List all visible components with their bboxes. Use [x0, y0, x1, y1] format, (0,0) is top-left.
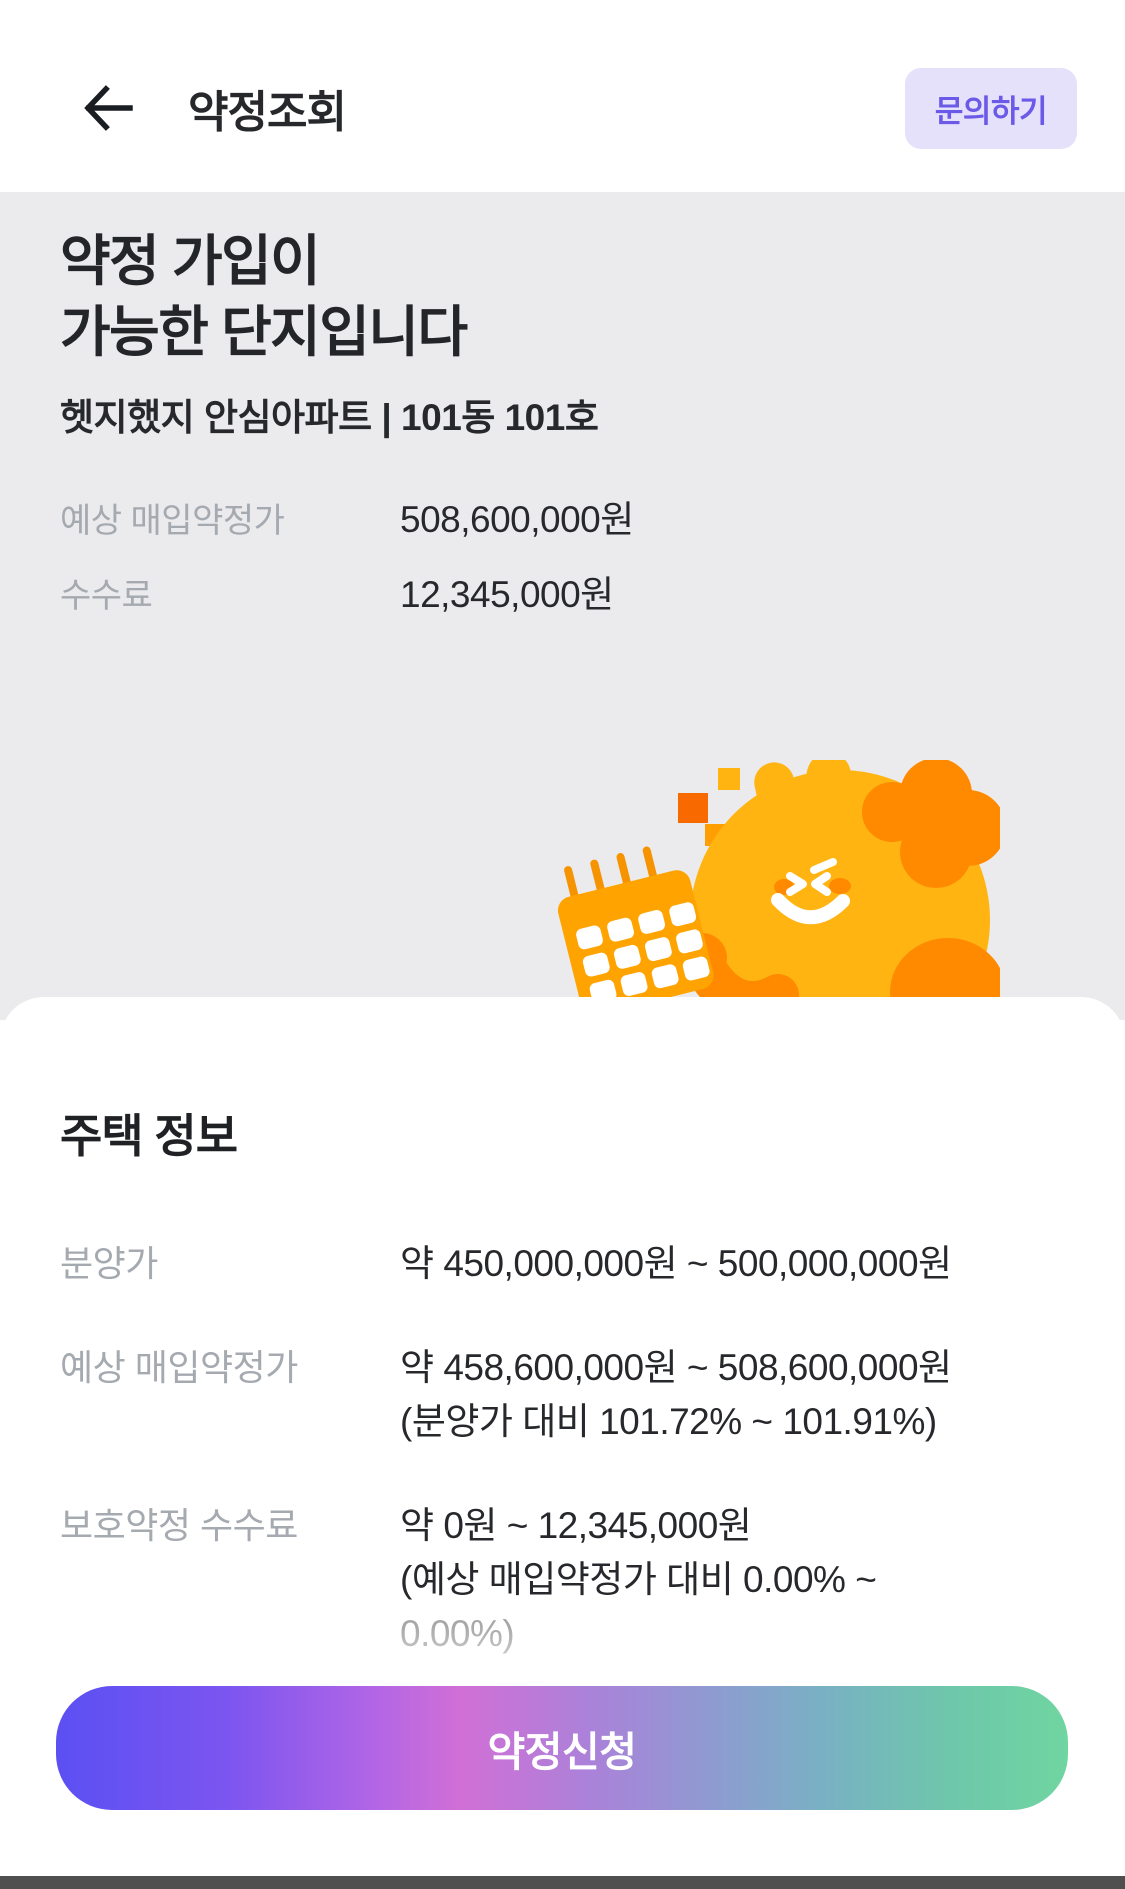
row-label: 수수료 [60, 577, 153, 615]
sale-price-row: 분양가 약 450,000,000원 ~ 500,000,000원 [60, 1237, 1065, 1291]
hero-title: 약정 가입이 가능한 단지입니다 [60, 226, 1065, 368]
bottom-cta-bar: 약정신청 [0, 1626, 1125, 1876]
expected-purchase-price-row: 예상 매입약정가 508,600,000원 [60, 498, 1065, 543]
hero-title-line2: 가능한 단지입니다 [60, 301, 468, 363]
pixel-square-icon [678, 793, 708, 823]
row-label: 분양가 [60, 1243, 158, 1284]
hero-title-line1: 약정 가입이 [60, 230, 321, 292]
window-edge-bar [0, 1876, 1125, 1889]
row-label: 예상 매입약정가 [60, 502, 285, 540]
calendar-icon [557, 846, 714, 1016]
fee-row: 수수료 12,345,000원 [60, 573, 1065, 618]
property-name: 헷지했지 안심아파트 | 101동 101호 [60, 397, 599, 438]
row-value: 약 458,600,000원 ~ 508,600,000원 (분양가 대비 10… [400, 1347, 952, 1442]
pixel-square-icon [718, 768, 740, 790]
back-button[interactable] [80, 80, 136, 136]
inquiry-button[interactable]: 문의하기 [904, 67, 1077, 149]
row-value: 12,345,000원 [400, 574, 614, 615]
housing-info-rows: 분양가 약 450,000,000원 ~ 500,000,000원 예상 매입약… [60, 1237, 1065, 1661]
mascot-calendar-character-illustration [557, 760, 1000, 1020]
protection-fee-row: 보호약정 수수료 약 0원 ~ 12,345,000원 (예상 매입약정가 대비… [60, 1499, 1065, 1661]
row-label: 예상 매입약정가 [60, 1347, 298, 1388]
row-value: 508,600,000원 [400, 499, 634, 540]
hero-section: 약정 가입이 가능한 단지입니다 헷지했지 안심아파트 | 101동 101호 … [0, 192, 1125, 1020]
header: 약정조회 문의하기 [0, 0, 1125, 192]
expected-purchase-price-row: 예상 매입약정가 약 458,600,000원 ~ 508,600,000원 (… [60, 1341, 1065, 1449]
row-label: 보호약정 수수료 [60, 1505, 298, 1546]
apply-agreement-button[interactable]: 약정신청 [56, 1686, 1068, 1810]
hero-summary-rows: 예상 매입약정가 508,600,000원 수수료 12,345,000원 [60, 498, 1065, 618]
row-value: 약 450,000,000원 ~ 500,000,000원 [400, 1243, 952, 1284]
back-arrow-icon [84, 85, 133, 131]
page-title: 약정조회 [188, 88, 347, 137]
housing-info-title: 주택 정보 [60, 1110, 238, 1162]
row-value: 약 0원 ~ 12,345,000원 (예상 매입약정가 대비 0.00% ~ … [400, 1499, 1065, 1661]
